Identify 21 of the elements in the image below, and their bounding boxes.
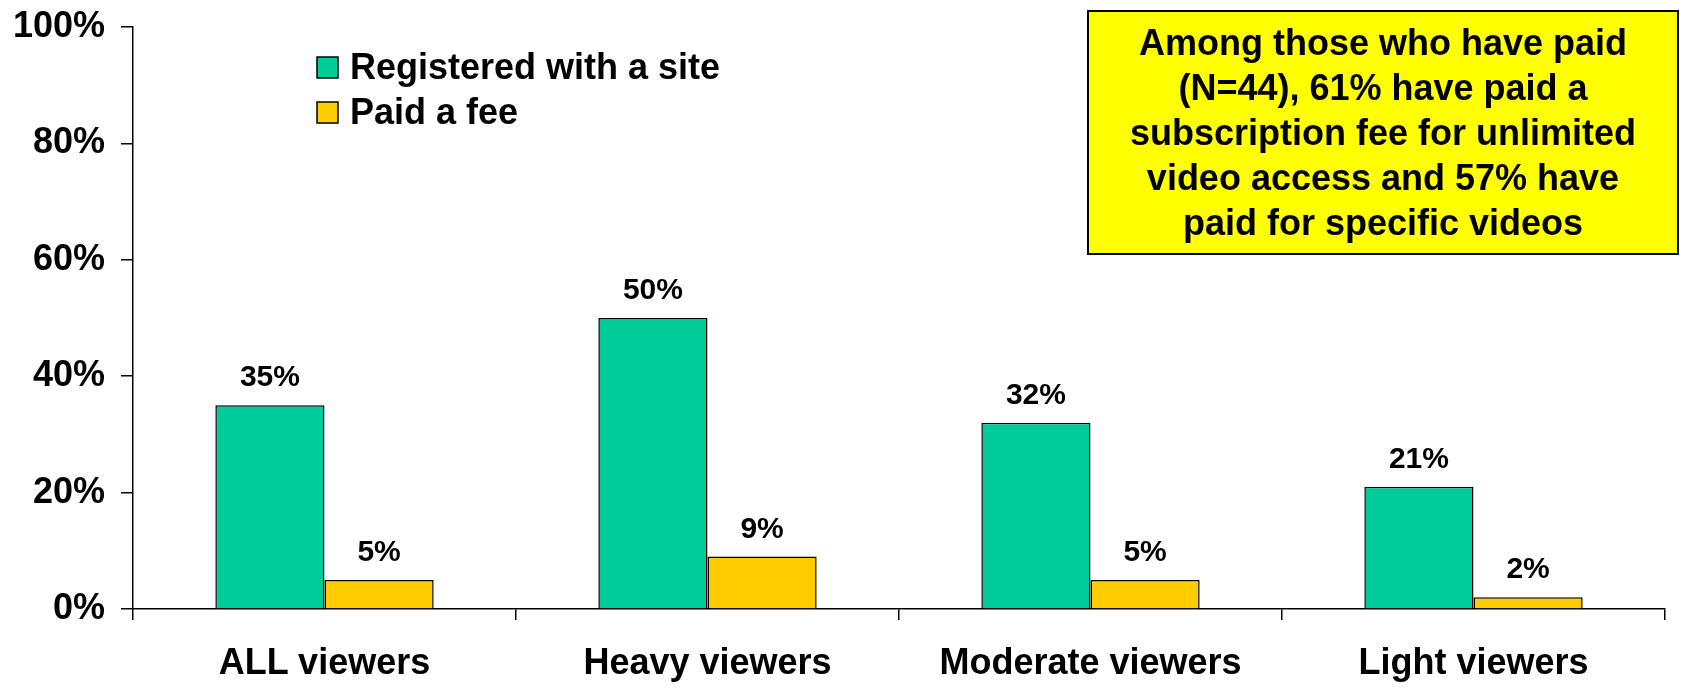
data-label: 50% bbox=[622, 272, 683, 305]
y-tick-label: 60% bbox=[32, 236, 105, 278]
y-tick-label: 40% bbox=[32, 353, 105, 395]
data-label: 5% bbox=[1123, 533, 1167, 567]
x-tick-label: Moderate viewers bbox=[939, 640, 1242, 682]
data-label: 9% bbox=[740, 510, 784, 544]
data-label: 32% bbox=[1005, 376, 1066, 410]
data-label: 35% bbox=[239, 359, 300, 393]
x-tick-label: ALL viewers bbox=[218, 640, 431, 682]
y-tick-label: 80% bbox=[32, 120, 105, 162]
y-tick-label: 100% bbox=[12, 3, 105, 45]
data-label: 2% bbox=[1506, 551, 1550, 585]
y-tick-label: 20% bbox=[32, 469, 105, 511]
legend-label: Paid a fee bbox=[350, 90, 519, 132]
x-tick-label: Heavy viewers bbox=[583, 640, 832, 682]
annotation: Among those who have paid (N=44), 61% have paid a subscription fee for unlimited video access and 57% have paid for specific videos bbox=[1087, 10, 1679, 255]
y-tick-label: 0% bbox=[52, 585, 105, 627]
x-tick-label: Light viewers bbox=[1358, 640, 1589, 682]
data-label: 5% bbox=[357, 533, 401, 567]
legend-label: Registered with a site bbox=[350, 45, 721, 87]
data-label: 21% bbox=[1388, 440, 1449, 474]
